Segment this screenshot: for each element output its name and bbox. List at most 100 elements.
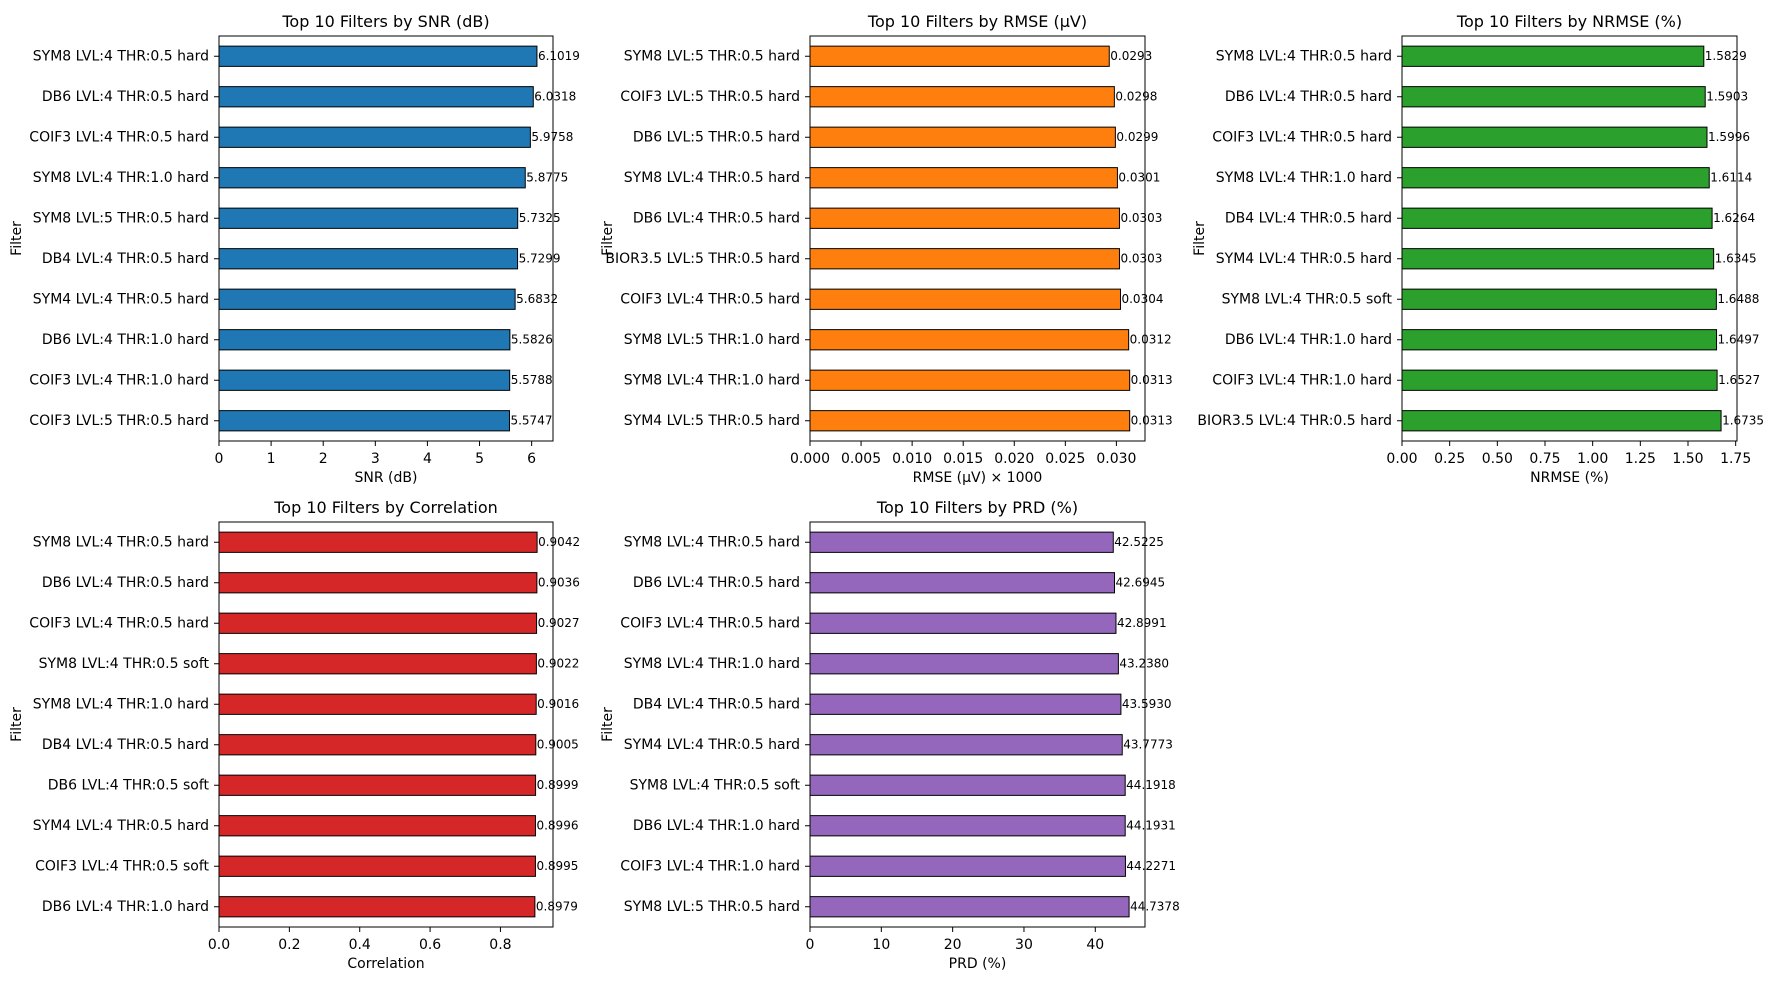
bar-value-label: 1.5996 — [1708, 130, 1750, 144]
bar-value-label: 0.0313 — [1131, 373, 1173, 387]
bar-value-label: 1.5829 — [1705, 49, 1747, 63]
x-tick-label: 1.00 — [1577, 451, 1608, 467]
y-tick-label: BIOR3.5 LVL:4 THR:0.5 hard — [1197, 413, 1392, 429]
x-tick-label: 0.8 — [489, 937, 511, 953]
bar — [1401, 207, 1713, 229]
y-tick-label: DB4 LVL:4 THR:0.5 hard — [42, 737, 209, 753]
bar-value-label: 0.0298 — [1115, 89, 1157, 103]
x-tick-label: 3 — [371, 451, 380, 467]
bar — [1401, 45, 1705, 67]
y-tick-label: SYM8 LVL:4 THR:1.0 hard — [624, 656, 800, 672]
bar-value-label: 43.5930 — [1122, 697, 1172, 711]
y-tick-label: COIF3 LVL:4 THR:0.5 hard — [620, 291, 800, 307]
axes-frame — [809, 35, 1146, 442]
bar-value-label: 1.6497 — [1718, 332, 1760, 346]
y-tick-label: DB6 LVL:4 THR:0.5 hard — [633, 210, 800, 226]
bar-value-label: 42.6945 — [1116, 575, 1166, 589]
x-tick-label: 0.25 — [1434, 451, 1465, 467]
bar — [218, 369, 511, 391]
y-tick-label: DB4 LVL:4 THR:0.5 hard — [633, 696, 800, 712]
bar — [218, 86, 534, 108]
bar — [218, 531, 538, 553]
bar — [218, 774, 537, 796]
bar-value-label: 1.6488 — [1717, 292, 1759, 306]
bar-value-label: 0.0299 — [1116, 130, 1158, 144]
bar-value-label: 0.8979 — [536, 899, 578, 913]
x-tick-label: 2 — [319, 451, 328, 467]
x-tick-label: 1.75 — [1720, 451, 1751, 467]
x-tick-label: 0.030 — [1096, 451, 1136, 467]
x-tick-label: 1 — [267, 451, 276, 467]
chart-title: Top 10 Filters by RMSE (µV) — [867, 12, 1087, 31]
bar-value-label: 5.9758 — [531, 130, 573, 144]
bar — [809, 815, 1126, 837]
y-tick-label: SYM4 LVL:5 THR:0.5 hard — [624, 413, 800, 429]
x-tick-label: 0.2 — [278, 937, 300, 953]
bar-value-label: 0.8999 — [537, 778, 579, 792]
bar-value-label: 0.9016 — [537, 697, 579, 711]
bar — [1401, 126, 1708, 148]
x-tick-label: 0.000 — [790, 451, 830, 467]
x-tick-label: 0.015 — [943, 451, 983, 467]
bar — [1401, 167, 1710, 189]
bar-value-label: 43.7773 — [1123, 737, 1173, 751]
bar-value-label: 44.1918 — [1126, 778, 1176, 792]
y-tick-label: SYM8 LVL:4 THR:0.5 hard — [624, 170, 800, 186]
y-tick-label: DB4 LVL:4 THR:0.5 hard — [1225, 210, 1392, 226]
y-axis-label: Filter — [600, 221, 616, 256]
bar — [809, 734, 1123, 756]
bar — [218, 248, 519, 270]
x-tick-label: 0.020 — [994, 451, 1034, 467]
chart-title: Top 10 Filters by PRD (%) — [876, 498, 1078, 517]
axes-frame — [1401, 35, 1738, 442]
bar-value-label: 0.0312 — [1130, 332, 1172, 346]
bar — [809, 167, 1118, 189]
chart-title: Top 10 Filters by NRMSE (%) — [1456, 12, 1682, 31]
bar-value-label: 0.0301 — [1118, 170, 1160, 184]
y-tick-label: SYM4 LVL:4 THR:0.5 hard — [624, 737, 800, 753]
y-tick-label: SYM8 LVL:5 THR:1.0 hard — [624, 332, 800, 348]
x-tick-label: 0.025 — [1045, 451, 1085, 467]
bar — [809, 572, 1116, 594]
y-tick-label: SYM8 LVL:4 THR:0.5 hard — [624, 534, 800, 550]
bar-value-label: 0.0304 — [1121, 292, 1163, 306]
y-axis-label: Filter — [1192, 221, 1208, 256]
bar-value-label: 44.7378 — [1130, 899, 1180, 913]
bar-value-label: 0.9036 — [538, 575, 580, 589]
bar — [218, 693, 537, 715]
bar-value-label: 0.0303 — [1120, 211, 1162, 225]
x-tick-label: 1.25 — [1625, 451, 1656, 467]
y-tick-label: COIF3 LVL:4 THR:0.5 soft — [35, 858, 209, 874]
bar-value-label: 5.5747 — [510, 413, 552, 427]
bar — [809, 207, 1120, 229]
bar — [218, 288, 516, 310]
y-tick-label: DB6 LVL:4 THR:0.5 hard — [1225, 89, 1392, 105]
bar — [809, 369, 1131, 391]
y-tick-label: DB6 LVL:4 THR:1.0 hard — [633, 818, 800, 834]
bar — [218, 45, 538, 67]
y-tick-label: BIOR3.5 LVL:5 THR:0.5 hard — [605, 251, 800, 267]
x-tick-label: 20 — [944, 937, 962, 953]
y-tick-label: DB6 LVL:4 THR:0.5 hard — [42, 89, 209, 105]
y-tick-label: DB6 LVL:4 THR:0.5 hard — [633, 575, 800, 591]
bar — [218, 653, 537, 675]
bar — [218, 410, 510, 432]
bar-value-label: 5.8775 — [526, 170, 568, 184]
bar — [809, 612, 1117, 634]
chart-panel-4: Top 10 Filters by Correlation 0.9042 SYM8 … — [9, 498, 580, 972]
x-axis-label: Correlation — [347, 956, 424, 972]
bar-value-label: 6.1019 — [538, 49, 580, 63]
x-axis-label: NRMSE (%) — [1530, 470, 1609, 486]
x-tick-label: 0.4 — [349, 937, 371, 953]
bar — [809, 126, 1116, 148]
chart-title: Top 10 Filters by SNR (dB) — [281, 12, 489, 31]
bar — [1401, 369, 1718, 391]
chart-panel-2: Top 10 Filters by RMSE (µV) 0.0293 SYM8 LV… — [600, 12, 1173, 486]
y-tick-label: SYM8 LVL:4 THR:0.5 soft — [39, 656, 210, 672]
bar — [809, 531, 1114, 553]
bar-value-label: 0.9005 — [537, 737, 579, 751]
bar-value-label: 44.2271 — [1126, 859, 1176, 873]
y-tick-label: SYM8 LVL:4 THR:0.5 soft — [1222, 291, 1393, 307]
bar-value-label: 5.5826 — [511, 332, 553, 346]
